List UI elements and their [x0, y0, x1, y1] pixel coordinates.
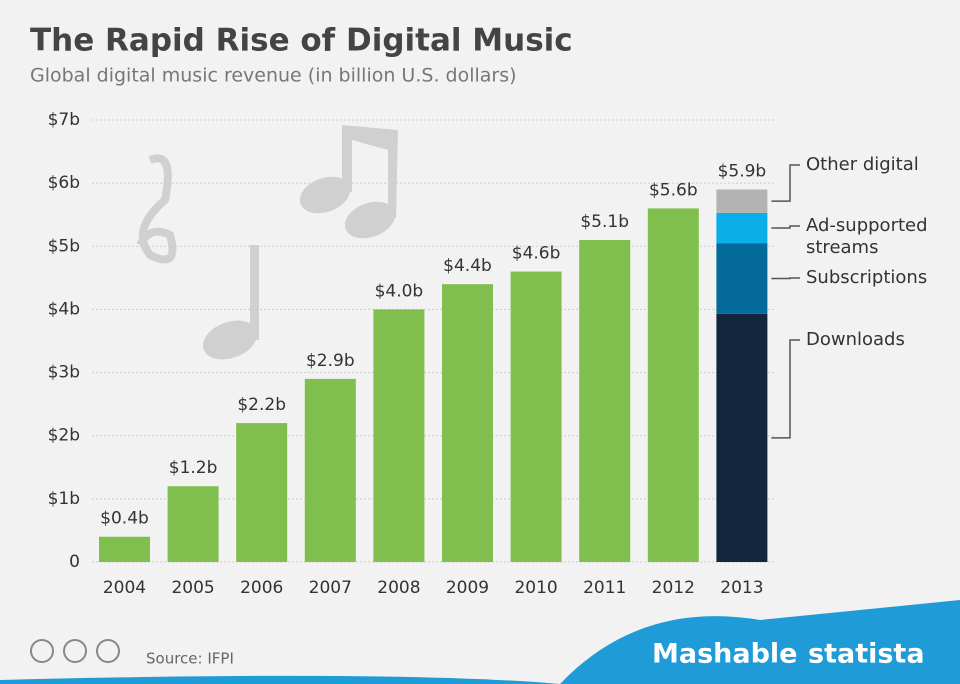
bar: [442, 284, 493, 562]
value-label: $4.4b: [443, 256, 492, 276]
leader-line: [771, 164, 800, 202]
y-tick-label: $1b: [48, 489, 80, 509]
x-tick-label: 2013: [720, 578, 763, 598]
bar-segment: [716, 212, 768, 244]
y-tick-label: 0: [69, 552, 80, 572]
legend-label: Subscriptions: [806, 267, 928, 288]
x-tick-label: 2005: [171, 578, 214, 598]
bar-segment: [716, 313, 768, 562]
bar: [373, 309, 425, 562]
x-tick-label: 2009: [446, 578, 489, 598]
chart-subtitle: Global digital music revenue (in billion…: [30, 65, 517, 87]
value-label: $5.6b: [649, 180, 698, 200]
y-tick-label: $2b: [48, 426, 80, 446]
x-tick-label: 2007: [309, 578, 352, 598]
footer-line: [0, 675, 560, 684]
value-label: $0.4b: [100, 509, 149, 529]
bar: [167, 486, 219, 562]
y-tick-label: $3b: [48, 363, 80, 383]
license-icons: [30, 639, 120, 663]
bar-segment: [716, 243, 768, 314]
legend-label: Ad-supported streams: [806, 215, 928, 258]
y-tick-label: $6b: [48, 173, 80, 193]
x-tick-label: 2008: [377, 578, 420, 598]
brand: Mashable: [652, 639, 798, 670]
leader-line: [771, 225, 800, 229]
value-label: $5.1b: [580, 212, 629, 232]
bar: [99, 536, 150, 562]
value-label: $1.2b: [169, 458, 218, 478]
bar-segment: [716, 189, 768, 213]
bar: [647, 208, 699, 562]
legend-label: Downloads: [806, 329, 905, 350]
value-label: $4.0b: [375, 281, 424, 301]
x-tick-label: 2004: [103, 578, 146, 598]
bar: [579, 239, 631, 562]
value-label: $4.6b: [512, 244, 561, 264]
bar: [236, 423, 288, 562]
x-tick-label: 2011: [583, 578, 626, 598]
value-label: $2.9b: [306, 351, 355, 371]
x-tick-label: 2006: [240, 578, 283, 598]
value-label: $2.2b: [237, 395, 286, 415]
y-tick-label: $7b: [48, 110, 80, 130]
x-tick-label: 2010: [514, 578, 557, 598]
value-label: $5.9b: [718, 161, 767, 181]
chart-title: The Rapid Rise of Digital Music: [30, 23, 573, 59]
bar: [510, 271, 562, 562]
footer-wave: [560, 600, 960, 684]
brand: statista: [808, 639, 925, 670]
bar: [304, 378, 356, 562]
x-tick-label: 2012: [652, 578, 695, 598]
y-tick-label: $4b: [48, 299, 80, 319]
leader-line: [771, 339, 800, 439]
legend-label: Other digital: [806, 154, 919, 175]
y-tick-label: $5b: [48, 236, 80, 256]
source: Source: IFPI: [146, 650, 234, 668]
music-notes: [136, 125, 398, 360]
